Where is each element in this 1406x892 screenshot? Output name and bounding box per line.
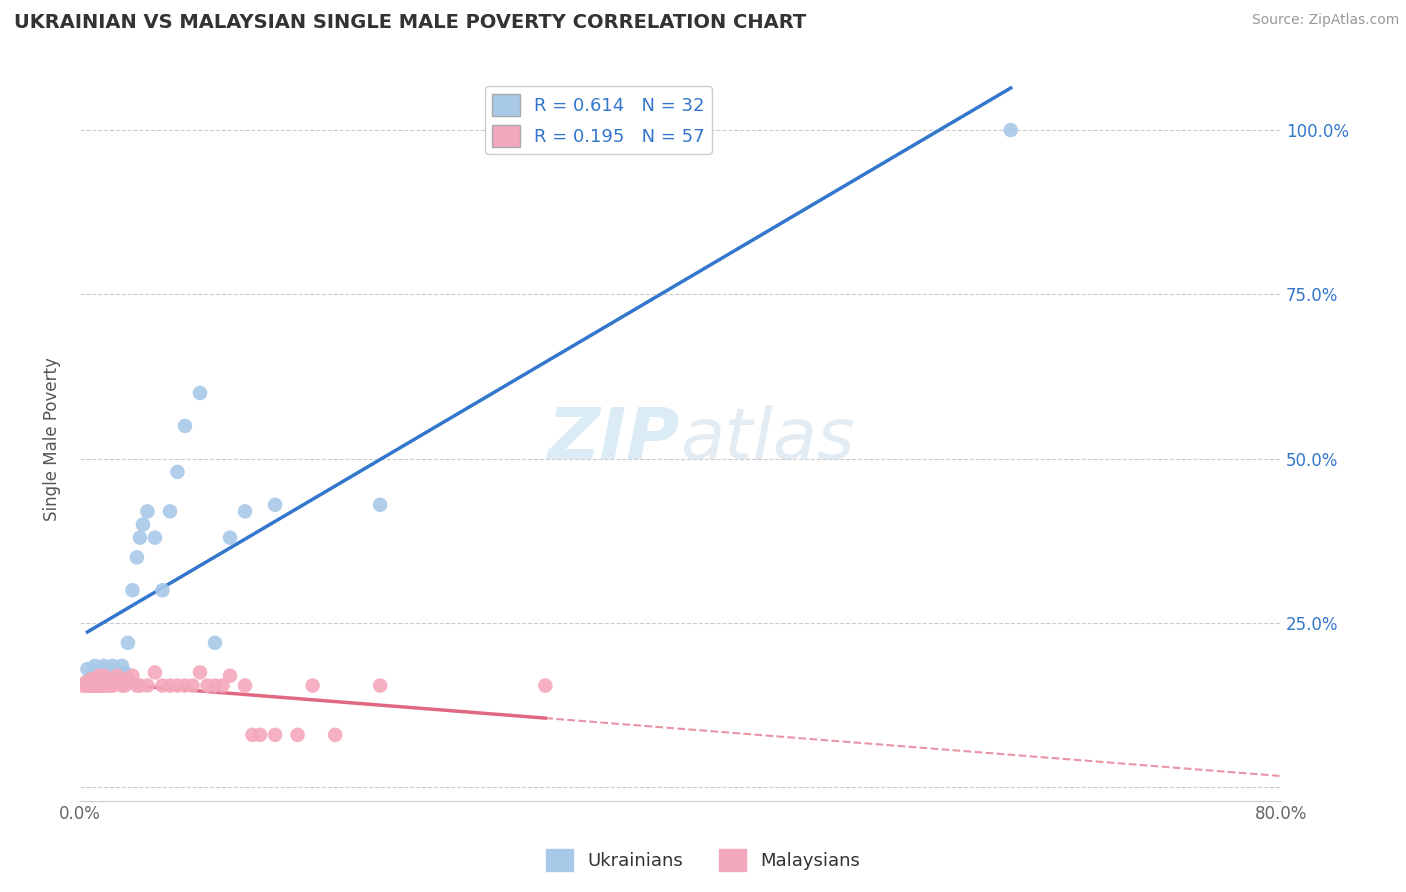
Point bbox=[72, 679, 94, 693]
Point bbox=[121, 583, 143, 598]
Point bbox=[91, 675, 114, 690]
Point bbox=[76, 662, 98, 676]
Legend: Ukrainians, Malaysians: Ukrainians, Malaysians bbox=[538, 842, 868, 879]
Point bbox=[83, 679, 105, 693]
Point bbox=[76, 679, 98, 693]
Point bbox=[101, 679, 124, 693]
Point bbox=[80, 679, 103, 693]
Point bbox=[368, 498, 391, 512]
Point bbox=[82, 679, 104, 693]
Point bbox=[211, 679, 233, 693]
Point bbox=[219, 531, 242, 545]
Point bbox=[125, 550, 148, 565]
Point bbox=[107, 669, 129, 683]
Point bbox=[323, 728, 346, 742]
Point bbox=[117, 636, 139, 650]
Point bbox=[96, 672, 118, 686]
Point bbox=[136, 504, 159, 518]
Point bbox=[87, 662, 110, 676]
Point bbox=[93, 658, 115, 673]
Point bbox=[98, 672, 121, 686]
Point bbox=[534, 679, 557, 693]
Point bbox=[91, 665, 114, 680]
Point bbox=[79, 679, 101, 693]
Point bbox=[219, 669, 242, 683]
Point bbox=[368, 679, 391, 693]
Point bbox=[87, 679, 110, 693]
Point bbox=[204, 636, 226, 650]
Point bbox=[75, 675, 97, 690]
Point bbox=[264, 498, 287, 512]
Point bbox=[107, 675, 129, 690]
Point bbox=[111, 679, 134, 693]
Text: ZIP: ZIP bbox=[548, 405, 681, 474]
Point bbox=[181, 679, 204, 693]
Point bbox=[98, 679, 121, 693]
Point bbox=[136, 679, 159, 693]
Point bbox=[188, 386, 211, 401]
Point bbox=[96, 665, 118, 680]
Point bbox=[174, 679, 197, 693]
Point bbox=[87, 669, 110, 683]
Point bbox=[93, 679, 115, 693]
Point bbox=[143, 531, 166, 545]
Point bbox=[111, 658, 134, 673]
Point bbox=[91, 679, 114, 693]
Point bbox=[76, 675, 98, 690]
Text: atlas: atlas bbox=[681, 405, 855, 474]
Text: UKRAINIAN VS MALAYSIAN SINGLE MALE POVERTY CORRELATION CHART: UKRAINIAN VS MALAYSIAN SINGLE MALE POVER… bbox=[14, 13, 806, 32]
Point bbox=[197, 679, 219, 693]
Point bbox=[93, 669, 115, 683]
Point bbox=[1000, 123, 1022, 137]
Point bbox=[143, 665, 166, 680]
Point bbox=[129, 679, 152, 693]
Point bbox=[125, 679, 148, 693]
Point bbox=[80, 669, 103, 683]
Point bbox=[82, 675, 104, 690]
Point bbox=[117, 672, 139, 686]
Point bbox=[132, 517, 155, 532]
Point bbox=[107, 669, 129, 683]
Point bbox=[83, 658, 105, 673]
Point bbox=[77, 679, 100, 693]
Text: Source: ZipAtlas.com: Source: ZipAtlas.com bbox=[1251, 13, 1399, 28]
Point bbox=[242, 728, 264, 742]
Point bbox=[89, 679, 111, 693]
Point bbox=[83, 675, 105, 690]
Point bbox=[233, 679, 256, 693]
Point bbox=[114, 679, 136, 693]
Point bbox=[101, 658, 124, 673]
Point bbox=[73, 679, 96, 693]
Y-axis label: Single Male Poverty: Single Male Poverty bbox=[44, 357, 60, 521]
Point bbox=[264, 728, 287, 742]
Point bbox=[159, 504, 181, 518]
Point bbox=[166, 679, 188, 693]
Point bbox=[233, 504, 256, 518]
Legend: R = 0.614   N = 32, R = 0.195   N = 57: R = 0.614 N = 32, R = 0.195 N = 57 bbox=[485, 87, 711, 154]
Point bbox=[114, 665, 136, 680]
Point bbox=[188, 665, 211, 680]
Point bbox=[121, 669, 143, 683]
Point bbox=[152, 583, 174, 598]
Point bbox=[287, 728, 309, 742]
Point bbox=[249, 728, 271, 742]
Point bbox=[79, 675, 101, 690]
Point bbox=[98, 662, 121, 676]
Point bbox=[204, 679, 226, 693]
Point bbox=[174, 418, 197, 433]
Point bbox=[166, 465, 188, 479]
Point bbox=[159, 679, 181, 693]
Point bbox=[96, 679, 118, 693]
Point bbox=[80, 672, 103, 686]
Point bbox=[89, 669, 111, 683]
Point bbox=[301, 679, 323, 693]
Point bbox=[83, 672, 105, 686]
Point bbox=[129, 531, 152, 545]
Point bbox=[87, 672, 110, 686]
Point bbox=[152, 679, 174, 693]
Point bbox=[91, 662, 114, 676]
